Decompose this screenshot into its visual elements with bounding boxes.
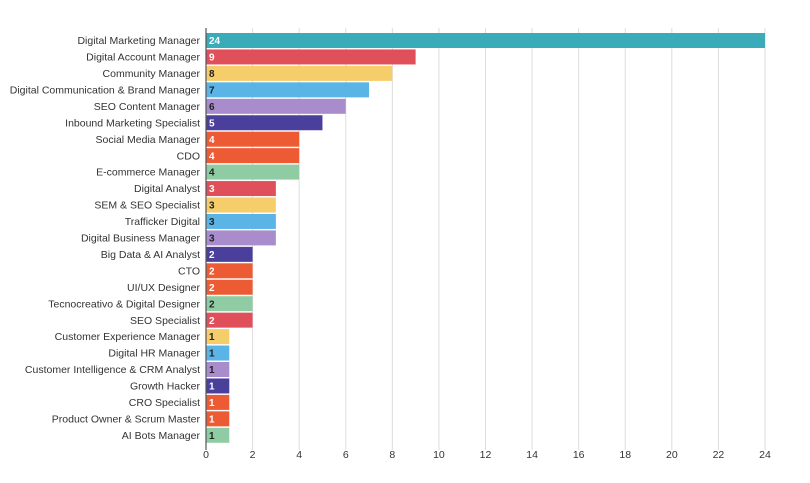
bar bbox=[206, 279, 253, 295]
bar bbox=[206, 115, 323, 131]
bar-value-label: 2 bbox=[209, 316, 215, 327]
x-tick-label: 0 bbox=[203, 449, 209, 461]
bar-value-label: 3 bbox=[209, 201, 215, 212]
bar-value-label: 1 bbox=[209, 382, 215, 393]
bar-value-label: 8 bbox=[209, 69, 215, 80]
bar bbox=[206, 33, 765, 48]
category-label: Big Data & AI Analyst bbox=[101, 249, 200, 261]
category-label: Digital Business Manager bbox=[81, 233, 201, 245]
bar-value-label: 4 bbox=[209, 168, 215, 179]
category-label: Tecnocreativo & Digital Designer bbox=[48, 298, 200, 310]
bar bbox=[206, 82, 370, 98]
bar-value-label: 1 bbox=[209, 398, 215, 409]
category-label: Social Media Manager bbox=[96, 134, 201, 146]
bar-value-label: 4 bbox=[209, 151, 215, 162]
bar bbox=[206, 181, 276, 197]
x-tick-label: 22 bbox=[713, 449, 725, 461]
category-label: CTO bbox=[178, 265, 200, 277]
bar bbox=[206, 427, 230, 443]
x-tick-label: 10 bbox=[433, 449, 445, 461]
bar bbox=[206, 65, 393, 81]
category-label: Trafficker Digital bbox=[125, 216, 200, 228]
x-axis-ticks: 0 2 4 6 8 10 12 14 16 18 20 22 24 bbox=[203, 449, 771, 461]
bar-value-label: 4 bbox=[209, 135, 215, 146]
grid-lines bbox=[252, 28, 766, 450]
bar-value-label: 24 bbox=[209, 36, 221, 47]
category-label: Digital Communication & Brand Manager bbox=[10, 84, 201, 96]
bar bbox=[206, 131, 300, 147]
bar-value-label: 3 bbox=[209, 217, 215, 228]
bar-value-label: 1 bbox=[209, 349, 215, 360]
bar-value-label: 1 bbox=[209, 414, 215, 425]
category-label: Growth Hacker bbox=[130, 381, 201, 393]
bar bbox=[206, 164, 300, 180]
bar-value-label: 1 bbox=[209, 431, 215, 442]
bar-value-label: 9 bbox=[209, 53, 215, 64]
bar-value-label: 2 bbox=[209, 250, 215, 261]
x-tick-label: 2 bbox=[250, 449, 256, 461]
bar bbox=[206, 345, 230, 361]
bar bbox=[206, 411, 230, 427]
bar-value-label: 2 bbox=[209, 266, 215, 277]
category-label: Digital Analyst bbox=[134, 183, 200, 195]
category-label: SEM & SEO Specialist bbox=[94, 200, 200, 212]
x-tick-label: 4 bbox=[296, 449, 302, 461]
bars: 24 9 8 7 6 5 4 4 4 3 3 3 3 2 2 2 2 2 1 1 1 1 1 1 1 bbox=[206, 33, 765, 443]
category-label: Digital HR Manager bbox=[108, 348, 200, 360]
category-labels: Digital Marketing Manager Digital Account… bbox=[10, 35, 201, 442]
bar-value-label: 1 bbox=[209, 332, 215, 343]
bar bbox=[206, 362, 230, 377]
category-label: AI Bots Manager bbox=[122, 430, 201, 442]
x-tick-label: 18 bbox=[619, 449, 631, 461]
category-label: CRO Specialist bbox=[129, 397, 200, 409]
category-label: Customer Intelligence & CRM Analyst bbox=[25, 364, 200, 376]
category-label: Digital Account Manager bbox=[86, 52, 200, 64]
category-label: Community Manager bbox=[103, 68, 201, 80]
category-label: SEO Content Manager bbox=[94, 101, 201, 113]
bar bbox=[206, 263, 253, 279]
x-tick-label: 12 bbox=[480, 449, 492, 461]
x-tick-label: 8 bbox=[389, 449, 395, 461]
bar-value-label: 6 bbox=[209, 102, 215, 113]
category-label: CDO bbox=[177, 150, 200, 162]
category-label: UI/UX Designer bbox=[127, 282, 200, 294]
x-tick-label: 24 bbox=[759, 449, 771, 461]
bar bbox=[206, 329, 230, 345]
bar bbox=[206, 246, 253, 262]
bar-value-label: 5 bbox=[209, 118, 215, 129]
category-label: Customer Experience Manager bbox=[55, 331, 201, 343]
bar bbox=[206, 49, 416, 65]
bar bbox=[206, 213, 276, 229]
category-label: Inbound Marketing Specialist bbox=[65, 117, 200, 129]
bar bbox=[206, 197, 276, 213]
x-tick-label: 16 bbox=[573, 449, 585, 461]
bar-value-label: 7 bbox=[209, 85, 215, 96]
bar bbox=[206, 312, 253, 328]
x-tick-label: 6 bbox=[343, 449, 349, 461]
category-label: Product Owner & Scrum Master bbox=[52, 413, 201, 425]
bar bbox=[206, 378, 230, 394]
category-label: Digital Marketing Manager bbox=[77, 35, 200, 47]
bar-value-label: 2 bbox=[209, 299, 215, 310]
bar-value-label: 3 bbox=[209, 184, 215, 195]
category-label: E-commerce Manager bbox=[96, 167, 200, 179]
category-label: SEO Specialist bbox=[130, 315, 200, 327]
bar-value-label: 2 bbox=[209, 283, 215, 294]
bar bbox=[206, 296, 253, 312]
x-tick-label: 14 bbox=[526, 449, 538, 461]
bar bbox=[206, 394, 230, 410]
bar bbox=[206, 148, 300, 164]
x-tick-label: 20 bbox=[666, 449, 678, 461]
bar-value-label: 1 bbox=[209, 365, 215, 376]
bar bbox=[206, 98, 346, 114]
bar-value-label: 3 bbox=[209, 234, 215, 245]
bar bbox=[206, 230, 276, 246]
